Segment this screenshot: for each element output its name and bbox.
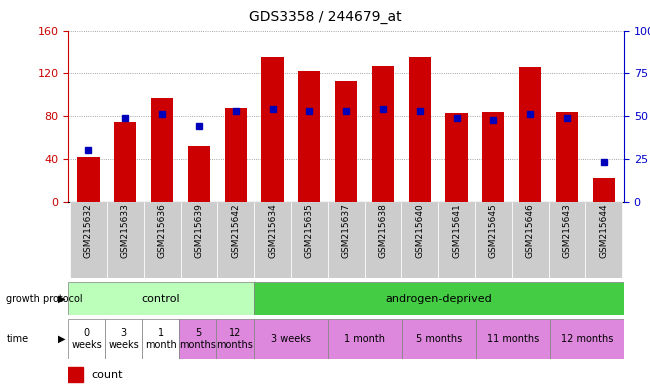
Bar — [372, 66, 394, 202]
Text: GSM215640: GSM215640 — [415, 203, 424, 258]
Text: 1
month: 1 month — [145, 328, 177, 350]
Bar — [291, 202, 328, 278]
Bar — [556, 112, 578, 202]
Text: 12
months: 12 months — [216, 328, 254, 350]
Bar — [68, 319, 105, 359]
Bar — [401, 202, 438, 278]
Text: GSM215637: GSM215637 — [342, 203, 350, 258]
Bar — [68, 367, 83, 382]
Text: 5 months: 5 months — [415, 334, 462, 344]
Bar — [254, 319, 328, 359]
Text: 0
weeks: 0 weeks — [72, 328, 102, 350]
Bar — [298, 71, 320, 202]
Bar — [476, 319, 550, 359]
Bar — [254, 202, 291, 278]
Bar — [328, 202, 365, 278]
Text: 3 weeks: 3 weeks — [270, 334, 311, 344]
Bar — [68, 282, 254, 315]
Bar — [216, 319, 254, 359]
Text: GSM215634: GSM215634 — [268, 203, 277, 258]
Text: 3
weeks: 3 weeks — [109, 328, 139, 350]
Text: GDS3358 / 244679_at: GDS3358 / 244679_at — [249, 10, 401, 23]
Text: ▶: ▶ — [57, 293, 65, 304]
Text: GSM215643: GSM215643 — [562, 203, 571, 258]
Text: count: count — [91, 370, 122, 380]
Text: GSM215639: GSM215639 — [194, 203, 203, 258]
Text: GSM215642: GSM215642 — [231, 203, 240, 258]
Bar — [107, 202, 144, 278]
Text: 5
months: 5 months — [179, 328, 216, 350]
Text: 12 months: 12 months — [561, 334, 613, 344]
Text: 11 months: 11 months — [487, 334, 539, 344]
Bar — [482, 112, 504, 202]
Bar — [586, 202, 622, 278]
Text: time: time — [6, 334, 29, 344]
Bar — [217, 202, 254, 278]
Bar — [409, 58, 431, 202]
Bar — [445, 113, 467, 202]
Bar — [151, 98, 173, 202]
Bar — [142, 319, 179, 359]
Text: growth protocol: growth protocol — [6, 293, 83, 304]
Bar — [438, 202, 475, 278]
Bar — [70, 202, 107, 278]
Text: GSM215636: GSM215636 — [157, 203, 166, 258]
Text: control: control — [142, 293, 180, 304]
Bar — [335, 81, 357, 202]
Bar — [549, 202, 586, 278]
Bar — [105, 319, 142, 359]
Bar — [144, 202, 181, 278]
Text: GSM215646: GSM215646 — [526, 203, 535, 258]
Bar — [179, 319, 216, 359]
Text: ▶: ▶ — [57, 334, 65, 344]
Bar — [519, 67, 541, 202]
Text: GSM215632: GSM215632 — [84, 203, 93, 258]
Bar — [475, 202, 512, 278]
Bar — [254, 282, 624, 315]
Bar — [365, 202, 401, 278]
Bar — [402, 319, 476, 359]
Bar — [188, 146, 210, 202]
Bar — [550, 319, 624, 359]
Bar — [328, 319, 402, 359]
Bar — [77, 157, 99, 202]
Bar — [114, 121, 136, 202]
Text: androgen-deprived: androgen-deprived — [385, 293, 492, 304]
Bar — [261, 58, 283, 202]
Text: GSM215644: GSM215644 — [599, 203, 608, 258]
Bar — [512, 202, 549, 278]
Text: GSM215635: GSM215635 — [305, 203, 314, 258]
Text: GSM215638: GSM215638 — [378, 203, 387, 258]
Text: GSM215633: GSM215633 — [121, 203, 130, 258]
Bar — [225, 108, 247, 202]
Text: GSM215645: GSM215645 — [489, 203, 498, 258]
Bar — [593, 178, 615, 202]
Text: GSM215641: GSM215641 — [452, 203, 461, 258]
Text: 1 month: 1 month — [344, 334, 385, 344]
Bar — [181, 202, 217, 278]
